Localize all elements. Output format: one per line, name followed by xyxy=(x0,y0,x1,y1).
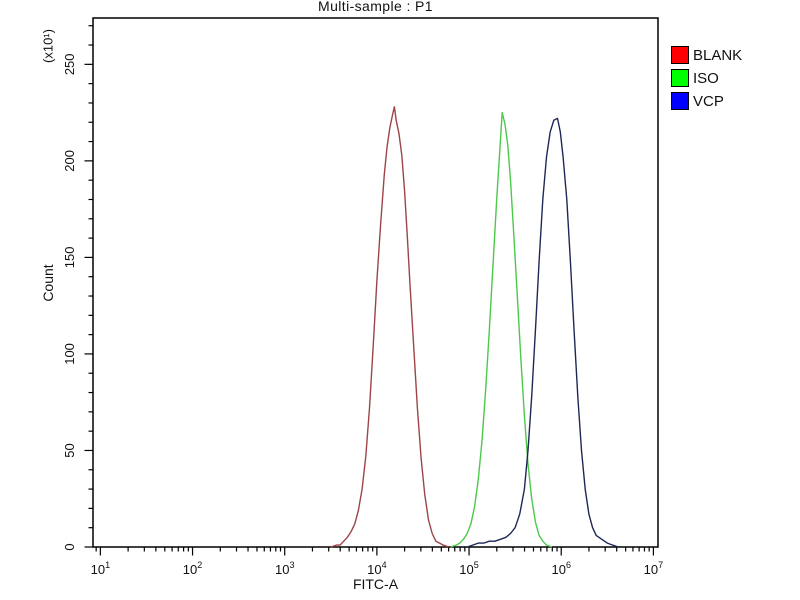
y-tick-label: 50 xyxy=(62,443,77,457)
x-tick-label: 104 xyxy=(367,560,386,577)
plot-frame xyxy=(92,17,659,548)
x-tick-label: 102 xyxy=(183,560,202,577)
legend-label: VCP xyxy=(693,92,724,110)
legend-label: BLANK xyxy=(693,46,743,64)
y-tick-label: 0 xyxy=(62,543,77,550)
y-axis-multiplier-label: (x10¹) xyxy=(40,29,56,63)
legend-swatch-blank xyxy=(671,46,689,64)
y-tick-label: 100 xyxy=(62,343,77,365)
curve-blank xyxy=(330,106,450,548)
y-tick-label: 200 xyxy=(62,150,77,172)
y-tick-label: 250 xyxy=(62,53,77,75)
legend: BLANK ISO VCP xyxy=(671,46,742,115)
x-tick-label: 105 xyxy=(459,560,478,577)
chart-title: Multi-sample : P1 xyxy=(318,0,433,14)
legend-item-iso: ISO xyxy=(671,69,742,87)
legend-swatch-iso xyxy=(671,69,689,87)
x-axis-ticks xyxy=(95,547,654,556)
x-axis-title: FITC-A xyxy=(352,576,399,592)
x-tick-label: 101 xyxy=(91,560,110,577)
legend-item-blank: BLANK xyxy=(671,46,742,64)
curve-iso xyxy=(450,111,553,548)
legend-label: ISO xyxy=(693,69,719,87)
curves xyxy=(330,106,619,548)
y-tick-label: 150 xyxy=(62,247,77,269)
x-axis-tick-labels: 101 102 103 104 105 106 107 xyxy=(91,560,664,577)
x-tick-label: 106 xyxy=(551,560,570,577)
legend-swatch-vcp xyxy=(671,92,689,110)
y-axis-ticks xyxy=(84,25,93,548)
y-axis-title: Count xyxy=(40,264,56,302)
legend-item-vcp: VCP xyxy=(671,92,742,110)
curve-vcp xyxy=(466,117,619,548)
x-tick-label: 103 xyxy=(275,560,294,577)
x-tick-label: 107 xyxy=(644,560,663,577)
y-axis-tick-labels: 0 50 100 150 200 250 xyxy=(62,53,77,550)
